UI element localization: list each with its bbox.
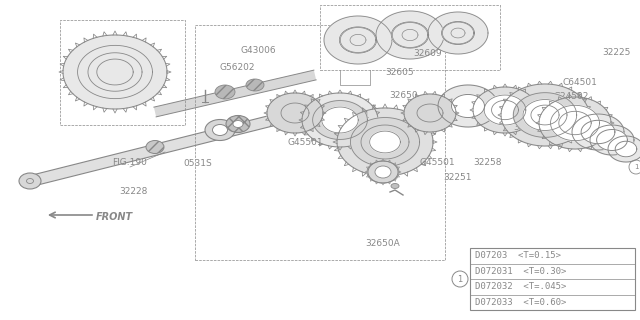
Polygon shape xyxy=(367,161,399,183)
Polygon shape xyxy=(539,97,611,149)
Text: FIG.190: FIG.190 xyxy=(113,157,147,166)
Text: D07203  <T=0.15>: D07203 <T=0.15> xyxy=(475,251,561,260)
Polygon shape xyxy=(391,22,429,48)
Polygon shape xyxy=(376,11,444,59)
Polygon shape xyxy=(615,141,637,157)
Text: 32650: 32650 xyxy=(390,91,419,100)
Polygon shape xyxy=(484,95,526,125)
Polygon shape xyxy=(322,107,358,133)
Ellipse shape xyxy=(226,116,250,132)
Text: 1: 1 xyxy=(634,164,638,170)
Text: 32605: 32605 xyxy=(386,68,414,76)
Polygon shape xyxy=(36,111,291,185)
Text: 32225: 32225 xyxy=(602,47,630,57)
Ellipse shape xyxy=(375,166,391,178)
Ellipse shape xyxy=(233,121,243,127)
Polygon shape xyxy=(596,130,627,150)
Polygon shape xyxy=(351,117,420,166)
Text: 32650A: 32650A xyxy=(365,238,401,247)
Text: D072033  <T=0.60>: D072033 <T=0.60> xyxy=(475,298,566,307)
Polygon shape xyxy=(404,94,456,132)
Text: 32228: 32228 xyxy=(119,188,147,196)
Text: 32251: 32251 xyxy=(444,172,472,181)
Polygon shape xyxy=(402,29,418,41)
Polygon shape xyxy=(581,120,615,144)
Polygon shape xyxy=(550,105,600,141)
Polygon shape xyxy=(442,21,474,44)
Polygon shape xyxy=(442,22,474,44)
Polygon shape xyxy=(392,22,428,47)
Polygon shape xyxy=(608,136,640,162)
Ellipse shape xyxy=(215,85,235,99)
Bar xyxy=(470,248,635,310)
Text: D072031  <T=0.30>: D072031 <T=0.30> xyxy=(475,267,566,276)
Polygon shape xyxy=(313,100,367,140)
Ellipse shape xyxy=(205,119,235,140)
Polygon shape xyxy=(590,125,634,155)
Polygon shape xyxy=(428,12,488,54)
Text: 0531S: 0531S xyxy=(184,158,212,167)
Polygon shape xyxy=(63,35,167,109)
Polygon shape xyxy=(370,131,401,153)
Polygon shape xyxy=(350,34,366,46)
Polygon shape xyxy=(337,108,433,176)
Circle shape xyxy=(452,271,468,287)
Polygon shape xyxy=(339,27,377,53)
Text: 1: 1 xyxy=(458,275,463,284)
Ellipse shape xyxy=(246,79,264,91)
Polygon shape xyxy=(559,111,591,135)
Text: D072032  <T=.045>: D072032 <T=.045> xyxy=(475,282,566,291)
Polygon shape xyxy=(513,93,577,137)
Text: 32258: 32258 xyxy=(474,157,502,166)
Text: G43006: G43006 xyxy=(240,45,276,54)
Polygon shape xyxy=(324,16,392,64)
Text: G56202: G56202 xyxy=(220,62,255,71)
Polygon shape xyxy=(531,105,559,125)
Polygon shape xyxy=(501,84,589,146)
Text: 32254: 32254 xyxy=(513,123,541,132)
Text: 32231: 32231 xyxy=(342,110,371,119)
Ellipse shape xyxy=(146,140,164,154)
Polygon shape xyxy=(267,93,323,133)
Polygon shape xyxy=(451,28,465,38)
Ellipse shape xyxy=(368,161,398,183)
Polygon shape xyxy=(302,93,378,147)
Ellipse shape xyxy=(212,124,227,135)
Polygon shape xyxy=(361,125,409,159)
Polygon shape xyxy=(523,100,567,131)
Polygon shape xyxy=(154,70,316,117)
Polygon shape xyxy=(340,28,376,52)
Text: G45501: G45501 xyxy=(419,157,455,166)
Text: C64501: C64501 xyxy=(563,77,597,86)
Polygon shape xyxy=(438,85,498,127)
Text: FRONT: FRONT xyxy=(96,212,133,222)
Polygon shape xyxy=(492,100,518,120)
Text: G45501: G45501 xyxy=(287,138,323,147)
Ellipse shape xyxy=(19,173,41,189)
Polygon shape xyxy=(572,114,624,150)
Text: 32364: 32364 xyxy=(541,106,570,115)
Text: 32609: 32609 xyxy=(413,49,442,58)
Text: G24502: G24502 xyxy=(554,92,589,100)
Polygon shape xyxy=(451,94,484,117)
Ellipse shape xyxy=(391,183,399,188)
Polygon shape xyxy=(473,87,537,133)
Text: AI15001243: AI15001243 xyxy=(589,303,635,312)
